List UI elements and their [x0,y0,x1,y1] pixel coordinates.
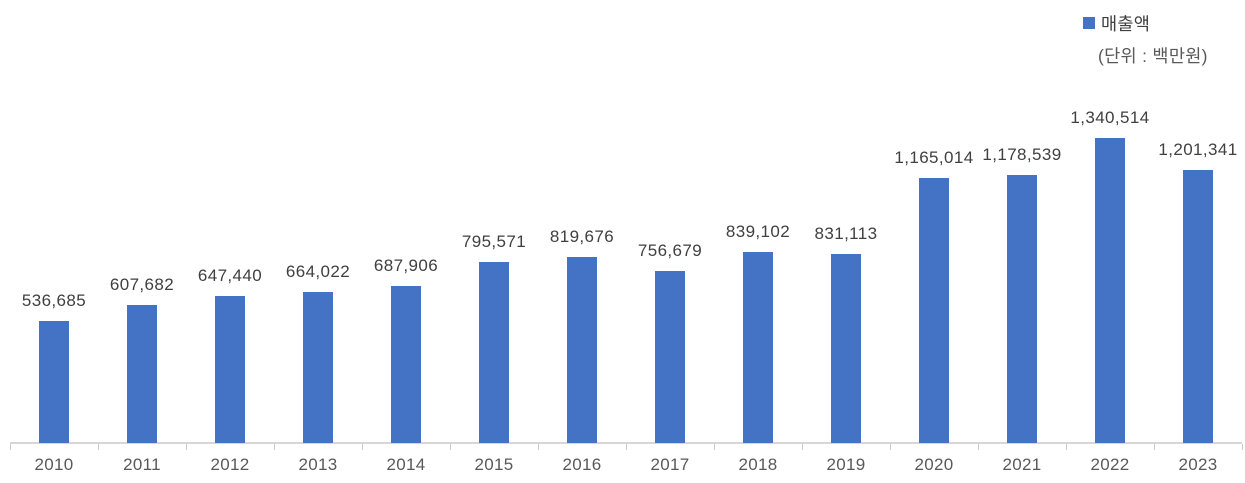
x-axis-label: 2022 [1090,455,1130,474]
x-axis-tick [538,444,539,450]
legend: 매출액 (단위 : 백만원) [1083,12,1208,68]
x-axis-tick [890,444,891,450]
bar [743,252,773,443]
x-axis-label: 2019 [826,455,866,474]
bar-value-label: 1,201,341 [1158,140,1238,159]
bar [1183,170,1213,443]
bar-value-label: 1,165,014 [894,148,974,167]
x-axis-label: 2011 [123,455,161,474]
x-axis-label: 2021 [1002,455,1042,474]
bar-value-label: 664,022 [285,262,351,281]
x-axis-tick [1154,444,1155,450]
category-column: 819,676 2016 [538,0,626,483]
bar-value-label: 1,178,539 [982,145,1062,164]
x-axis-tick [978,444,979,450]
x-axis-tick [10,444,11,450]
category-column: 607,682 2011 [98,0,186,483]
bar [1095,138,1125,443]
bar-value-label: 1,340,514 [1070,108,1150,127]
x-axis-tick [1242,444,1243,450]
bar-value-label: 687,906 [373,256,439,275]
x-axis-tick [626,444,627,450]
legend-marker-icon [1083,17,1095,29]
bar [127,305,157,443]
legend-label: 매출액 [1101,13,1151,34]
legend-entry: 매출액 [1083,12,1208,34]
x-axis-tick [802,444,803,450]
x-axis-tick [714,444,715,450]
bar [567,257,597,443]
category-column: 664,022 2013 [274,0,362,483]
bar [391,286,421,443]
x-axis-label: 2016 [562,455,602,474]
x-axis-tick [1066,444,1067,450]
x-axis-label: 2014 [386,455,426,474]
bar-value-label: 536,685 [21,291,87,310]
bar-value-label: 756,679 [637,241,703,260]
legend-unit-note: (단위 : 백만원) [1098,46,1208,66]
x-axis-label: 2010 [34,455,74,474]
category-column: 647,440 2012 [186,0,274,483]
x-axis-label: 2017 [650,455,690,474]
bar [831,254,861,443]
category-column: 1,201,341 2023 [1154,0,1242,483]
bar [1007,175,1037,443]
category-column: 1,340,514 2022 [1066,0,1154,483]
bar-value-label: 839,102 [725,222,791,241]
bar-value-label: 647,440 [197,266,263,285]
bar [479,262,509,443]
category-column: 795,571 2015 [450,0,538,483]
x-axis-line [10,442,1242,444]
bar-value-label: 819,676 [549,227,615,246]
bar [215,296,245,443]
x-axis-label: 2020 [914,455,954,474]
bar-value-label: 831,113 [814,224,878,243]
x-axis-label: 2015 [474,455,514,474]
x-axis-label: 2023 [1178,455,1218,474]
category-column: 1,165,014 2020 [890,0,978,483]
x-axis-label: 2012 [210,455,250,474]
bar [919,178,949,443]
category-column: 687,906 2014 [362,0,450,483]
bar [39,321,69,443]
x-axis-tick [362,444,363,450]
category-column: 536,685 2010 [10,0,98,483]
x-axis-label: 2018 [738,455,778,474]
x-axis-label: 2013 [298,455,338,474]
x-axis-tick [450,444,451,450]
x-axis-tick [186,444,187,450]
x-axis-tick [98,444,99,450]
bar-value-label: 607,682 [109,275,175,294]
category-column: 756,679 2017 [626,0,714,483]
bar [655,271,685,443]
category-column: 831,113 2019 [802,0,890,483]
x-axis-tick [274,444,275,450]
category-column: 839,102 2018 [714,0,802,483]
bar-value-label: 795,571 [461,232,527,251]
bar [303,292,333,443]
category-column: 1,178,539 2021 [978,0,1066,483]
